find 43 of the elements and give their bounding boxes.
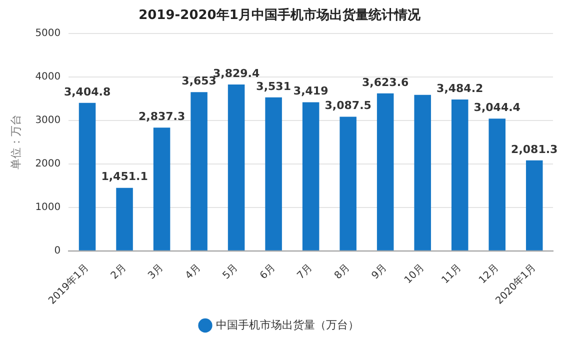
x-tick-label: 12月 (477, 262, 502, 286)
data-label: 3,044.4 (474, 100, 521, 114)
y-tick-label: 4000 (35, 72, 61, 83)
x-tick-label: 11月 (440, 262, 464, 286)
x-tick-label: 6月 (258, 262, 278, 282)
data-label: 3,531 (256, 80, 291, 93)
x-tick-label: 2月 (109, 262, 128, 282)
x-tick-label: 8月 (332, 262, 352, 282)
y-tick-label: 3000 (35, 115, 61, 126)
bar (153, 128, 170, 250)
bar (228, 84, 245, 250)
y-tick-label: 5000 (35, 28, 61, 40)
data-label: 3,484.2 (436, 82, 484, 95)
bar (78, 102, 96, 250)
bar (451, 99, 468, 250)
bar (116, 188, 133, 250)
data-label: 3,623.6 (362, 76, 409, 89)
x-tick-label: 9月 (370, 262, 390, 282)
x-tick-label: 5月 (220, 262, 240, 282)
chart-title: 2019-2020年1月中国手机市场出货量统计情况 (138, 7, 422, 24)
bar (190, 92, 208, 250)
bar (265, 97, 282, 250)
x-tick-label: 3月 (146, 262, 166, 282)
data-label: 3,087.5 (324, 99, 372, 112)
data-label: 3,404.8 (64, 85, 111, 98)
bar (526, 160, 543, 250)
data-label: 3,419 (293, 84, 328, 98)
bar (376, 93, 394, 250)
bar (340, 116, 356, 250)
data-label: 1,451.1 (101, 170, 148, 184)
x-tick-label: 10月 (402, 262, 427, 286)
x-tick-label: 7月 (295, 262, 315, 282)
y-tick-label: 0 (54, 245, 61, 256)
x-tick-label: 4月 (184, 262, 204, 282)
legend-label: 中国手机市场出货量（万台） (216, 318, 359, 332)
data-label: 2,081.3 (511, 142, 558, 156)
bar (302, 102, 320, 250)
bar (488, 118, 506, 250)
data-label: 2,837.3 (138, 110, 186, 123)
bar (414, 94, 431, 250)
y-tick-label: 1000 (35, 202, 61, 214)
y-tick-label: 2000 (35, 158, 61, 170)
y-axis-title: 单位：万台 (9, 114, 22, 170)
